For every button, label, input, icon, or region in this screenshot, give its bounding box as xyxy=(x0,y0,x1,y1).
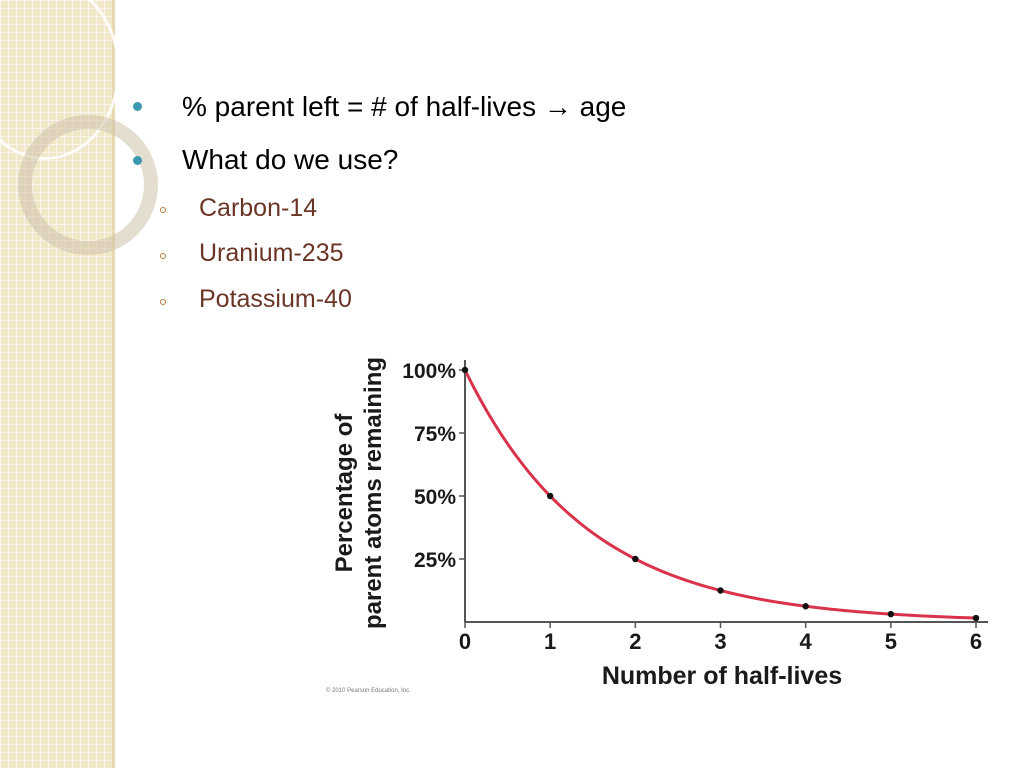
x-tick-label: 1 xyxy=(544,629,556,654)
x-axis-label: Number of half-lives xyxy=(602,662,842,690)
tick-labels: 25% 50% 75% 100% 0 1 2 3 4 5 6 xyxy=(402,360,982,654)
bullet-dot-icon xyxy=(133,156,142,165)
data-point xyxy=(972,614,980,622)
y-tick-label: 50% xyxy=(414,486,456,509)
x-tick-label: 4 xyxy=(800,629,813,654)
y-axis-label-line2: parent atoms remaining xyxy=(360,357,387,629)
axes xyxy=(459,360,988,628)
data-point xyxy=(887,610,895,618)
y-axis-label-line1: Percentage of xyxy=(331,413,358,573)
y-tick-label: 100% xyxy=(402,360,456,383)
y-tick-label: 25% xyxy=(414,549,456,572)
sub-bullet-carbon: Carbon-14 xyxy=(199,194,318,222)
sub-bullet-ring-icon xyxy=(160,253,166,259)
data-point xyxy=(717,587,724,594)
y-tick-label: 75% xyxy=(414,423,456,446)
copyright-note: © 2010 Pearson Education, Inc. xyxy=(326,688,411,694)
sub-bullet-potassium: Potassium-40 xyxy=(199,285,352,313)
decay-curve xyxy=(463,369,977,620)
points-layer xyxy=(461,366,980,622)
data-point xyxy=(461,366,469,374)
sub-bullet-ring-icon xyxy=(160,299,166,305)
bullet-dot-icon xyxy=(133,102,142,111)
sub-bullet-uranium: Uranium-235 xyxy=(199,239,344,267)
bullet-1: % parent left = # of half-lives → age xyxy=(182,91,627,122)
data-point xyxy=(802,603,809,610)
x-tick-label: 0 xyxy=(459,629,471,654)
sub-bullet-ring-icon xyxy=(160,207,166,213)
x-tick-label: 2 xyxy=(629,629,641,654)
x-tick-label: 6 xyxy=(970,629,982,654)
curve-layer xyxy=(463,369,977,620)
data-point xyxy=(632,555,639,563)
bullet-2: What do we use? xyxy=(182,144,399,175)
sidebar-edge xyxy=(112,0,115,768)
x-tick-label: 3 xyxy=(714,629,726,654)
x-tick-label: 5 xyxy=(885,629,897,654)
data-point xyxy=(546,492,554,500)
